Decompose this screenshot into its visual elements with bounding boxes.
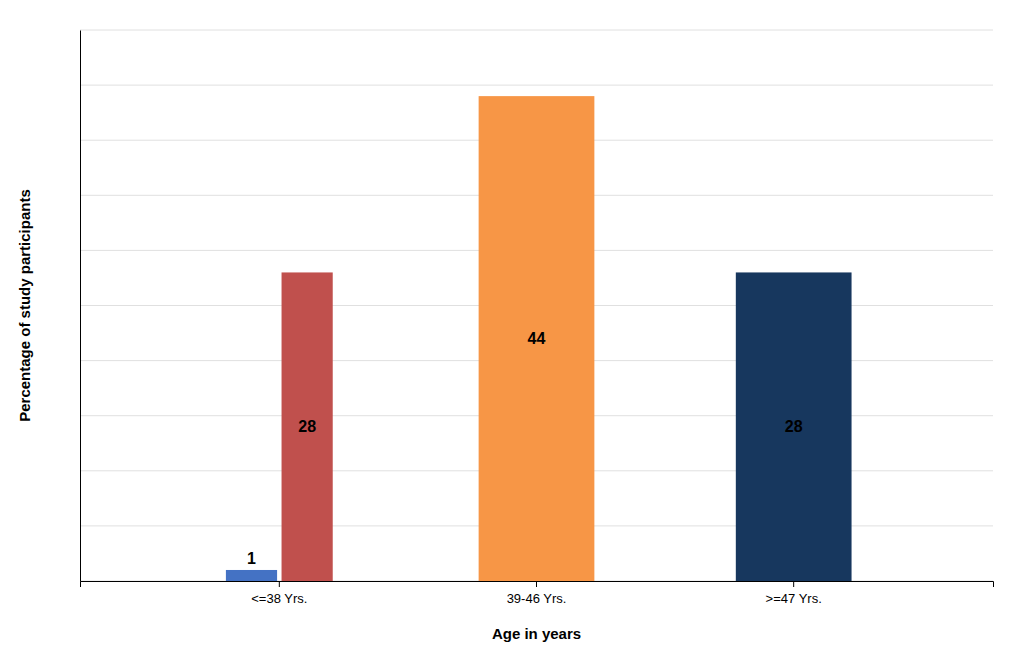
x-tick-label: <=38 Yrs. (251, 591, 307, 606)
tick-mark (793, 581, 794, 587)
grid (80, 30, 993, 581)
bars (226, 96, 852, 581)
grid-line (80, 30, 993, 31)
data-label: 28 (298, 418, 316, 435)
x-tick: 39-46 Yrs. (507, 581, 567, 606)
x-axis: <=38 Yrs. 39-46 Yrs. >=47 Yrs. (81, 581, 994, 606)
data-label: 44 (528, 330, 546, 347)
y-axis (80, 31, 82, 582)
x-tick-label: >=47 Yrs. (766, 591, 822, 606)
bar (282, 272, 333, 581)
bar (226, 570, 277, 581)
x-axis-title: Age in years (492, 625, 581, 642)
x-tick: <=38 Yrs. (251, 581, 307, 606)
tick-mark (536, 581, 537, 587)
x-tick: >=47 Yrs. (766, 581, 822, 606)
data-labels: 1 28 44 28 (247, 330, 803, 567)
plot-area: <=38 Yrs. 39-46 Yrs. >=47 Yrs. 1 28 44 28 (80, 30, 994, 606)
bar (736, 272, 852, 581)
chart: <=38 Yrs. 39-46 Yrs. >=47 Yrs. 1 28 44 28 Age i… (0, 0, 1023, 661)
data-label: 1 (247, 550, 256, 567)
tick-mark (279, 581, 280, 587)
bar (479, 96, 595, 581)
grid-line (80, 85, 993, 86)
y-axis-title: Percentage of study participants (16, 189, 33, 422)
x-tick-label: 39-46 Yrs. (507, 591, 567, 606)
axis-line (81, 582, 994, 588)
data-label: 28 (785, 418, 803, 435)
axis-line (80, 31, 81, 582)
